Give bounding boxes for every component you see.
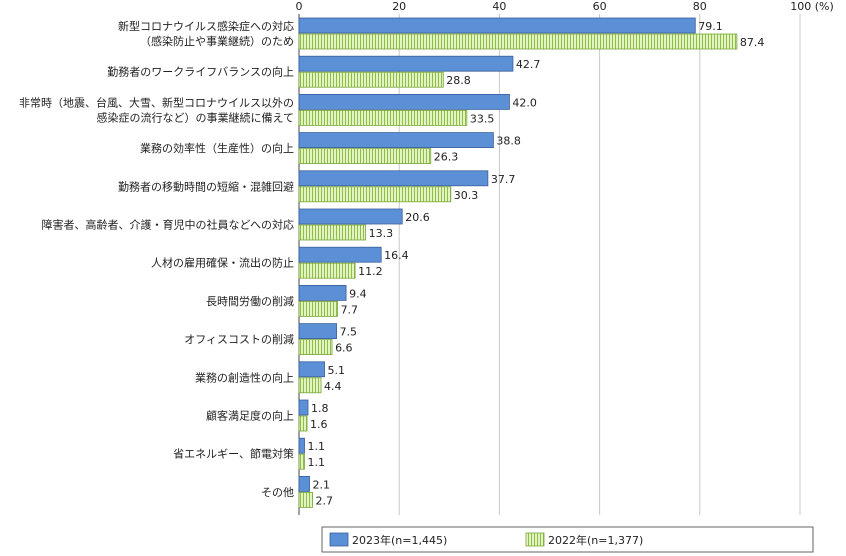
- bar-2022: [298, 71, 444, 88]
- bar-2022: [298, 262, 356, 279]
- legend-swatch-2023: [329, 532, 349, 547]
- value-label: 1.6: [310, 418, 328, 431]
- x-tick-label: 100 (%): [790, 0, 834, 13]
- category-label: 業務の効率性（生産性）の向上: [140, 141, 294, 155]
- value-label: 2.7: [316, 494, 334, 507]
- value-label: 11.2: [358, 265, 383, 278]
- value-label: 6.6: [335, 342, 353, 355]
- category-label: 勤務者のワークライフバランスの向上: [107, 65, 294, 79]
- value-label: 4.4: [324, 380, 342, 393]
- value-label: 16.4: [384, 249, 409, 262]
- bar-2023: [298, 323, 337, 340]
- bar-2023: [298, 132, 494, 149]
- bar-2022: [298, 148, 432, 165]
- value-label: 30.3: [454, 189, 479, 202]
- value-label: 1.1: [308, 456, 326, 469]
- value-label: 26.3: [434, 151, 459, 164]
- value-label: 7.7: [341, 303, 359, 316]
- bar-2022: [298, 186, 452, 203]
- bars: 79.1 87.4 42.7 28.8 42.0 33.538.8 26.3 37.7 30.3…: [298, 17, 765, 508]
- bar-2023: [298, 170, 489, 187]
- bar-2023: [298, 284, 347, 301]
- bar-2022: [298, 110, 468, 126]
- value-label: 2.1: [313, 478, 331, 491]
- value-label: 13.3: [369, 227, 394, 240]
- x-tick-label: 60: [593, 0, 607, 13]
- bar-2023: [298, 399, 309, 416]
- category-label: （感染防止や事業継続）のため: [140, 34, 294, 48]
- x-tick-label: 80: [693, 0, 707, 13]
- bar-2022: [298, 415, 308, 432]
- bar-2022: [298, 453, 305, 470]
- value-label: 20.6: [405, 211, 430, 224]
- value-label: 87.4: [740, 36, 765, 49]
- x-axis-ticks: 0 20 40 60 80 100 (%): [296, 0, 834, 13]
- bar-2022: [298, 339, 333, 356]
- value-label: 28.8: [446, 74, 471, 87]
- value-label: 1.8: [311, 402, 329, 415]
- x-tick-label: 20: [392, 0, 406, 13]
- bar-2023: [298, 208, 403, 225]
- bar-2022: [298, 491, 313, 508]
- value-label: 5.1: [328, 364, 346, 377]
- value-label: 42.7: [516, 58, 541, 71]
- legend-label: 2022年(n=1,377): [548, 533, 643, 547]
- bar-2023: [298, 361, 325, 378]
- category-label: 長時間労働の削減: [206, 294, 294, 308]
- category-label: 非常時（地震、台風、大雪、新型コロナウイルス以外の: [19, 95, 294, 109]
- category-label: 人材の雇用確保・流出の防止: [151, 256, 294, 270]
- category-label: 業務の創造性の向上: [195, 370, 294, 384]
- bar-2023: [298, 437, 305, 454]
- legend-swatch-2022: [525, 532, 545, 547]
- bar-2022: [298, 377, 322, 394]
- category-labels: 新型コロナウイルス感染症への対応（感染防止や事業継続）のため勤務者のワークライフ…: [19, 19, 294, 499]
- bar-2022: [298, 33, 738, 50]
- legend-label: 2023年(n=1,445): [352, 533, 447, 547]
- x-tick-label: 40: [492, 0, 506, 13]
- bar-2023: [298, 17, 696, 34]
- value-label: 33.5: [470, 112, 495, 125]
- bar-2023: [298, 475, 310, 492]
- bar-2023: [298, 246, 382, 263]
- bar-2023: [298, 55, 514, 72]
- category-label: 省エネルギー、節電対策: [173, 447, 294, 461]
- category-label: その他: [261, 486, 294, 499]
- category-label: 顧客満足度の向上: [206, 409, 294, 423]
- value-label: 1.1: [308, 440, 326, 453]
- category-label: オフィスコストの削減: [184, 332, 294, 346]
- value-label: 7.5: [340, 326, 358, 339]
- category-label: 勤務者の移動時間の短縮・混雑回避: [118, 179, 294, 193]
- legend: 2023年(n=1,445) 2022年(n=1,377): [321, 526, 814, 553]
- value-label: 42.0: [512, 96, 537, 109]
- bar-2023: [298, 94, 510, 110]
- x-tick-label: 0: [296, 0, 303, 13]
- value-label: 38.8: [496, 135, 521, 148]
- value-label: 9.4: [349, 287, 367, 300]
- value-label: 37.7: [491, 173, 516, 186]
- category-label: 新型コロナウイルス感染症への対応: [118, 19, 294, 33]
- category-label: 障害者、高齢者、介護・育児中の社員などへの対応: [42, 218, 294, 232]
- bar-2022: [298, 300, 338, 317]
- legend-box: [321, 526, 814, 553]
- value-label: 79.1: [698, 20, 723, 33]
- bar-2022: [298, 224, 367, 241]
- category-label: 感染症の流行など）の事業継続に備えて: [97, 110, 294, 124]
